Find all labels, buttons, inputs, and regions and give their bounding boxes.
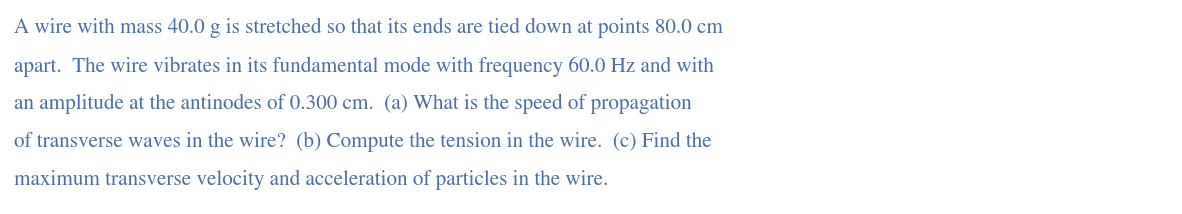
Text: apart.  The wire vibrates in its fundamental mode with frequency 60.0 Hz and wit: apart. The wire vibrates in its fundamen…: [14, 56, 714, 77]
Text: of transverse waves in the wire?  (b) Compute the tension in the wire.  (c) Find: of transverse waves in the wire? (b) Com…: [14, 132, 712, 152]
Text: an amplitude at the antinodes of 0.300 cm.  (a) What is the speed of propagation: an amplitude at the antinodes of 0.300 c…: [14, 94, 691, 114]
Text: maximum transverse velocity and acceleration of particles in the wire.: maximum transverse velocity and accelera…: [14, 170, 609, 190]
Text: A wire with mass 40.0 g is stretched so that its ends are tied down at points 80: A wire with mass 40.0 g is stretched so …: [14, 18, 723, 38]
